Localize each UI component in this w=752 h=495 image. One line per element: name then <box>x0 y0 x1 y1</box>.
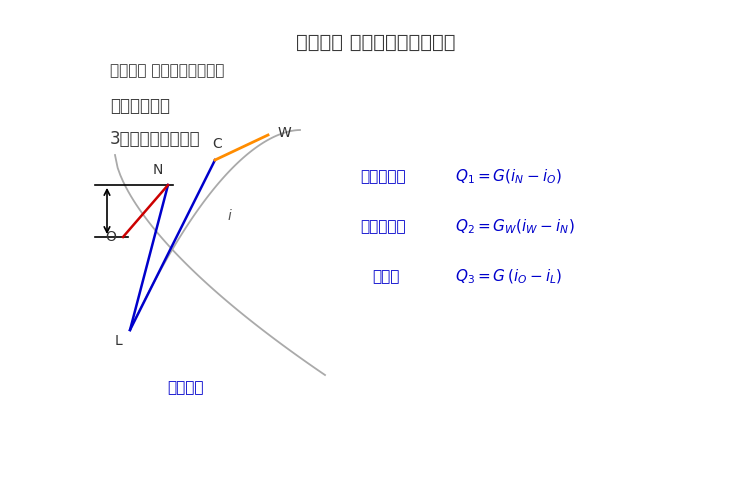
Text: $\it{i}$: $\it{i}$ <box>227 208 233 223</box>
Text: 3、表冷器部分选型: 3、表冷器部分选型 <box>110 130 201 148</box>
Text: N: N <box>153 163 163 177</box>
Text: 四、设计选型: 四、设计选型 <box>110 97 170 115</box>
Text: 新风冷负荷: 新风冷负荷 <box>360 219 405 235</box>
Text: C: C <box>212 137 222 151</box>
Text: $Q_1 = G(i_N - i_O)$: $Q_1 = G(i_N - i_O)$ <box>455 168 562 186</box>
Text: W: W <box>278 126 292 140</box>
Text: 第一章： 空调末端分类及选型: 第一章： 空调末端分类及选型 <box>296 33 456 52</box>
Text: O: O <box>105 230 117 244</box>
Text: 第四节： 组合式空调笱选型: 第四节： 组合式空调笱选型 <box>110 63 224 78</box>
Text: 夏季工况: 夏季工况 <box>167 380 203 395</box>
Text: $Q_3 = G\,(i_O - i_L)$: $Q_3 = G\,(i_O - i_L)$ <box>455 268 562 286</box>
Text: 室内冷负荷: 室内冷负荷 <box>360 169 405 185</box>
Text: $Q_2 = G_W(i_W - i_N)$: $Q_2 = G_W(i_W - i_N)$ <box>455 218 575 236</box>
Text: 再热量: 再热量 <box>372 269 399 285</box>
Text: L: L <box>114 334 122 348</box>
